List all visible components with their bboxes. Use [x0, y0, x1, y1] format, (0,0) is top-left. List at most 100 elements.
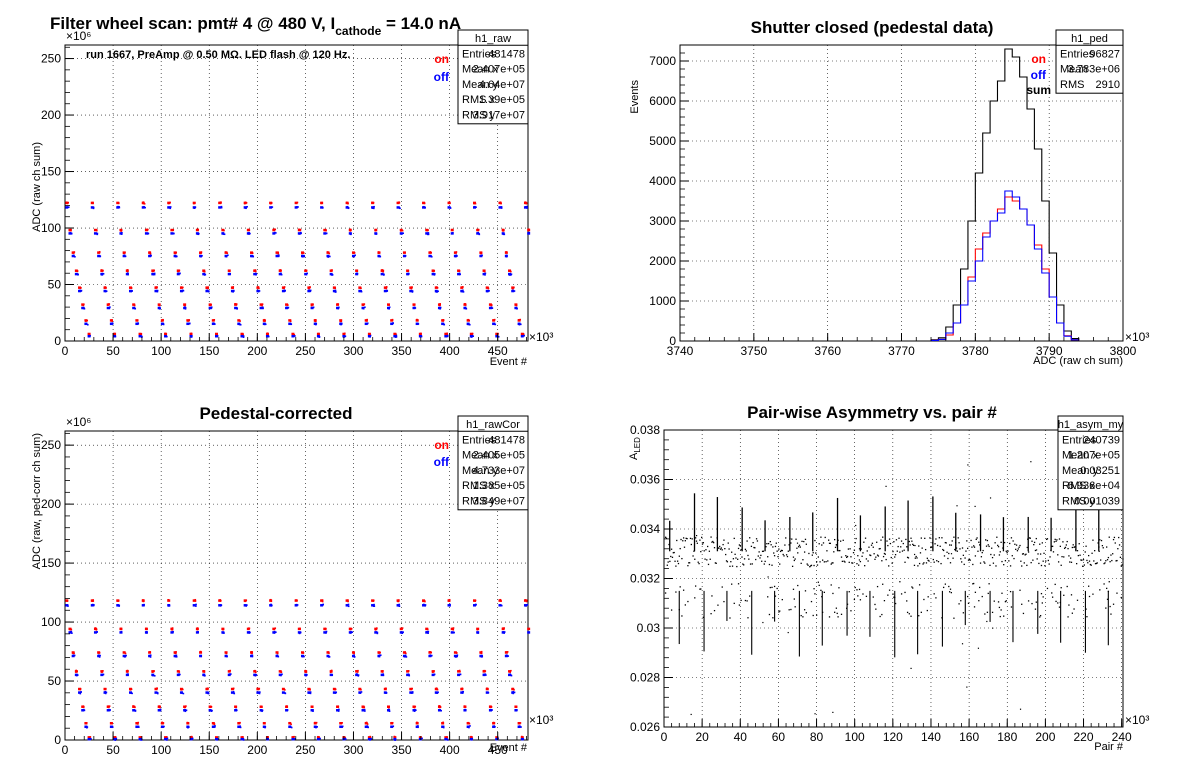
- asymmetry-point: [848, 591, 850, 593]
- asymmetry-point: [879, 547, 881, 550]
- off-point: [421, 737, 423, 740]
- off-point: [373, 205, 375, 208]
- off-point: [166, 737, 169, 740]
- asymmetry-point: [879, 615, 881, 618]
- asymmetry-point: [895, 539, 898, 541]
- x-tick-label: 3770: [888, 344, 915, 358]
- asymmetry-point: [743, 564, 745, 566]
- stats-box-name: h1_asym_my: [1058, 419, 1124, 431]
- off-point: [367, 334, 371, 338]
- asymmetry-point: [1033, 541, 1036, 544]
- asymmetry-point: [1040, 592, 1043, 595]
- asymmetry-point: [1016, 550, 1019, 552]
- asymmetry-point: [818, 543, 820, 545]
- asymmetry-point: [776, 550, 778, 552]
- off-point: [240, 737, 244, 741]
- on-point: [84, 721, 88, 725]
- on-point: [320, 201, 324, 205]
- asymmetry-point: [887, 544, 889, 547]
- stats-label: RMS x: [1062, 480, 1096, 492]
- asymmetry-point: [698, 562, 700, 565]
- panel-asymmetry-points: [664, 454, 1124, 716]
- asymmetry-point: [975, 538, 977, 541]
- on-point: [138, 736, 142, 739]
- off-point: [386, 709, 390, 712]
- asymmetry-point: [1058, 606, 1061, 608]
- asymmetry-point: [1027, 551, 1030, 553]
- asymmetry-point: [702, 542, 705, 544]
- y-tick-label: 100: [41, 221, 61, 235]
- asymmetry-point: [832, 562, 834, 564]
- asymmetry-point: [784, 544, 786, 546]
- on-point: [272, 627, 276, 631]
- off-point: [84, 725, 88, 729]
- x-tick-label: 250: [295, 344, 315, 358]
- on-point: [81, 705, 85, 708]
- on-point: [364, 721, 368, 725]
- off-point: [80, 290, 82, 292]
- asymmetry-point: [862, 593, 864, 595]
- on-point: [234, 303, 238, 306]
- on-point: [406, 670, 410, 673]
- off-point: [492, 725, 496, 729]
- off-point: [230, 691, 234, 694]
- on-point: [297, 627, 301, 631]
- asymmetry-point: [1110, 613, 1112, 615]
- asymmetry-point: [933, 561, 935, 563]
- asymmetry-point: [929, 537, 931, 539]
- off-point: [316, 334, 320, 338]
- off-point: [415, 725, 419, 729]
- off-point: [446, 739, 449, 741]
- off-point: [351, 631, 354, 634]
- asymmetry-point: [803, 540, 805, 543]
- on-point: [189, 736, 193, 739]
- asymmetry-outlier: [966, 686, 968, 688]
- asymmetry-point: [1102, 547, 1104, 549]
- asymmetry-point: [788, 609, 790, 611]
- asymmetry-point: [830, 584, 832, 586]
- off-point: [157, 709, 161, 712]
- asymmetry-point: [815, 561, 818, 563]
- asymmetry-point: [904, 561, 906, 563]
- stats-value: 1.385e+05: [473, 480, 525, 492]
- on-point: [176, 269, 180, 272]
- off-point: [411, 692, 414, 694]
- off-point: [468, 323, 471, 326]
- asymmetry-point: [832, 592, 834, 595]
- on-point: [310, 303, 314, 306]
- on-point: [367, 736, 371, 739]
- off-point: [303, 255, 306, 258]
- on-point: [329, 670, 333, 673]
- off-point: [83, 307, 86, 310]
- off-point: [508, 272, 512, 276]
- asymmetry-point: [948, 544, 951, 546]
- asymmetry-point: [711, 595, 713, 597]
- off-point: [97, 254, 101, 258]
- off-point: [453, 254, 457, 258]
- asymmetry-point: [768, 613, 771, 616]
- asymmetry-point: [1120, 565, 1122, 567]
- asymmetry-point: [799, 546, 801, 548]
- off-point: [440, 709, 442, 712]
- asymmetry-point: [753, 546, 755, 549]
- asymmetry-point: [740, 549, 742, 551]
- asymmetry-point: [981, 551, 983, 554]
- x-tick-label: 0: [62, 743, 69, 757]
- on-point: [122, 651, 126, 654]
- off-point: [495, 334, 499, 338]
- off-point: [223, 233, 226, 236]
- off-point: [392, 725, 395, 728]
- asymmetry-outlier: [1035, 549, 1038, 551]
- asymmetry-point: [1006, 552, 1008, 554]
- asymmetry-point: [776, 587, 778, 590]
- asymmetry-point: [889, 542, 892, 545]
- stats-label: Mean x: [1062, 450, 1099, 462]
- stats-label: RMS y: [462, 496, 496, 508]
- off-point: [500, 206, 503, 208]
- asymmetry-point: [1005, 600, 1007, 602]
- asymmetry-point: [953, 617, 955, 619]
- off-point: [186, 322, 190, 326]
- stats-value: 2.407e+05: [473, 64, 525, 76]
- off-point: [115, 738, 117, 740]
